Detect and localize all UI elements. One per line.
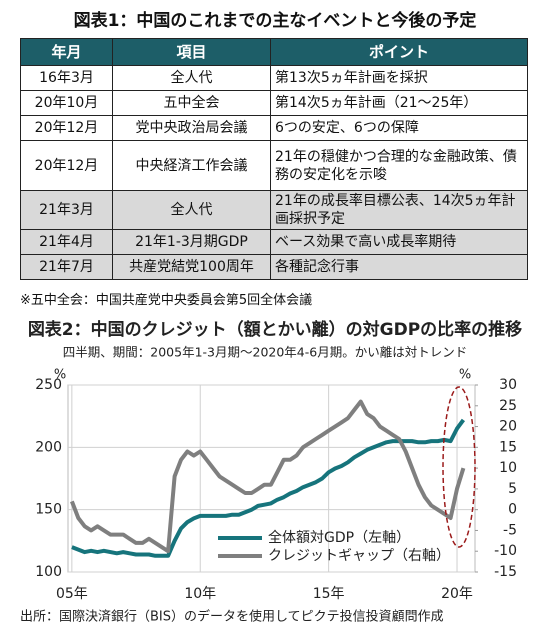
chart-subtitle: 四半期、期間：2005年1-3月期～2020年4-6月期。かい離は対トレンド [63, 345, 467, 360]
y-unit: % [54, 368, 66, 383]
header-cell: 年月 [20, 38, 113, 66]
legend-label: 全体額対GDP（左軸） [268, 529, 410, 546]
chart: 図表2：中国のクレジット（額とかい離）の対GDPの比率の推移 四半期、期間：20… [20, 319, 522, 625]
highlight-ellipse [442, 386, 476, 548]
legend-label: クレジットギャップ（右軸） [268, 548, 450, 564]
chart-title: 図表2：中国のクレジット（額とかい離）の対GDPの比率の推移 [28, 319, 522, 340]
table-cell: 21年4月 [20, 229, 113, 255]
y2-tick-label: 25 [499, 398, 517, 414]
table-cell: 共産党結党100周年 [112, 254, 271, 280]
table-cell: 全人代 [112, 190, 271, 230]
y2-tick-label: -10 [494, 543, 517, 559]
table-cell: 中央経済工作会議 [112, 140, 271, 191]
table-cell: ベース効果で高い成長率期待 [270, 229, 528, 255]
table-cell: 党中央政治局会議 [112, 115, 271, 141]
table-cell: 16年3月 [20, 65, 113, 91]
table-row: 21年4月 21年1-3月期GDP ベース効果で高い成長率期待 [20, 229, 528, 255]
table-row: 20年10月 五中全会 第14次5ヵ年計画（21～25年） [20, 90, 528, 116]
note: ※五中全会：中国共産党中央委員会第5回全体会議 [20, 293, 313, 308]
table-cell: 各種記念行事 [270, 254, 528, 280]
y-tick-label: 150 [35, 502, 62, 518]
y-tick-label: 100 [35, 564, 62, 580]
series-line [70, 399, 466, 554]
table-cell: 第13次5ヵ年計画を採択 [270, 65, 528, 91]
y2-tick-label: 15 [499, 439, 517, 455]
table-row: 16年3月 全人代 第13次5ヵ年計画を採択 [20, 65, 528, 91]
figure-title: 図表1：中国のこれまでの主なイベントと今後の予定 [73, 11, 477, 31]
table-row: 21年3月 全人代 21年の成長率目標公表、14次5ヵ年計画採択予定 [20, 190, 528, 230]
y2-tick-label: 5 [508, 481, 517, 497]
table-row: 20年12月 中央経済工作会議 21年の穏健かつ合理的な金融政策、債務の安定化を示唆 [20, 140, 528, 191]
table-cell: 20年10月 [20, 90, 113, 116]
table-cell: 21年3月 [20, 190, 113, 230]
y2-tick-label: -5 [503, 522, 517, 538]
table-cell: 第14次5ヵ年計画（21～25年） [270, 90, 528, 116]
header-row: 年月 項目 ポイント [20, 38, 528, 66]
source: 出所：国際決済銀行（BIS）のデータを使用してピクテ投信投資顧問作成 [20, 609, 444, 625]
y2-tick-label: 0 [508, 502, 517, 518]
table-cell: 21年1-3月期GDP [112, 229, 271, 255]
y2-tick-label: 10 [499, 460, 517, 476]
table-cell: 21年7月 [20, 254, 113, 280]
table-cell: 20年12月 [20, 115, 113, 141]
y-tick-label: 250 [35, 377, 62, 393]
event-table: 年月 項目 ポイント 16年3月 全人代 第13次5ヵ年計画を採択 20年10月 五中全会第… [20, 38, 528, 280]
table-cell: 6つの安定、6つの保障 [270, 115, 528, 141]
x-tick-label: 05年 [56, 586, 88, 602]
header-cell: 項目 [112, 38, 271, 66]
y2-tick-label: 20 [499, 419, 517, 435]
y2-unit: % [459, 368, 471, 383]
x-tick-label: 20年 [441, 586, 473, 602]
y2-tick-label: -15 [494, 564, 517, 580]
y-tick-label: 200 [35, 439, 62, 455]
x-tick-label: 15年 [313, 586, 345, 602]
table-cell: 20年12月 [20, 140, 113, 191]
x-tick-label: 10年 [184, 586, 216, 602]
table-row: 21年7月 共産党結党100周年 各種記念行事 [20, 254, 528, 280]
table-cell: 21年の成長率目標公表、14次5ヵ年計画採択予定 [270, 190, 528, 230]
table-cell: 21年の穏健かつ合理的な金融政策、債務の安定化を示唆 [270, 140, 528, 191]
y2-tick-label: 30 [499, 377, 517, 393]
table-row: 20年12月 党中央政治局会議 6つの安定、6つの保障 [20, 115, 528, 141]
table-cell: 五中全会 [112, 90, 271, 116]
table-cell: 全人代 [112, 65, 271, 91]
header-cell: ポイント [270, 38, 528, 66]
